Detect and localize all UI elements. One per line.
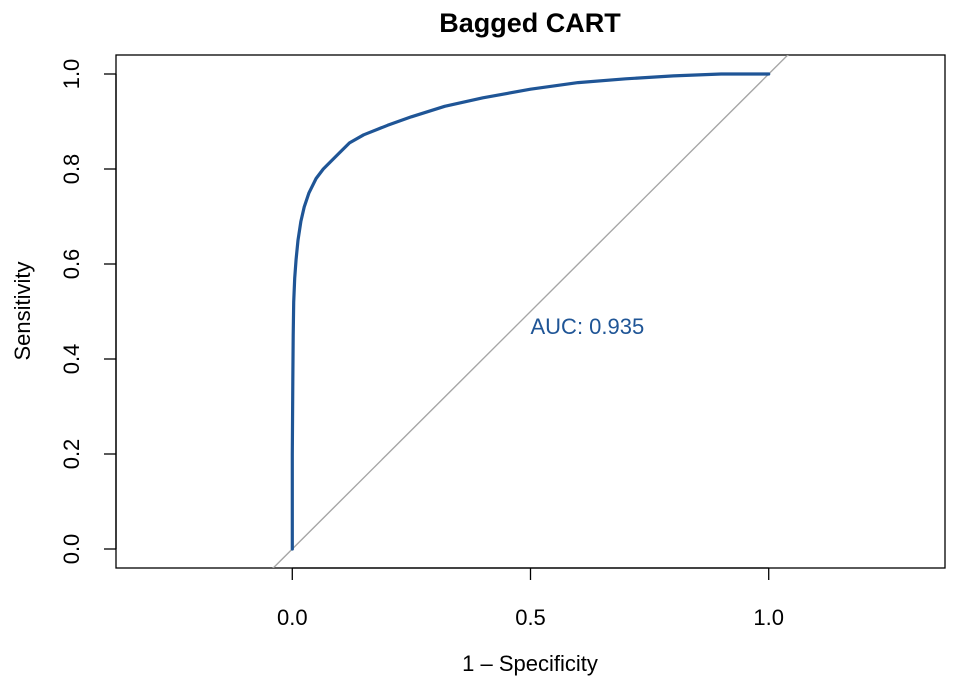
y-axis: 0.0 0.2 0.4 0.6 0.8 1.0 <box>59 59 117 565</box>
y-tick-label: 0.8 <box>59 154 84 185</box>
y-axis-label: Sensitivity <box>10 261 35 360</box>
y-tick-label: 0.0 <box>59 534 84 565</box>
auc-annotation: AUC: 0.935 <box>531 314 645 339</box>
reference-diagonal-line <box>272 55 789 568</box>
x-tick-label: 1.0 <box>753 605 784 630</box>
y-tick-label: 0.2 <box>59 439 84 470</box>
y-tick-label: 0.4 <box>59 344 84 375</box>
x-axis-label: 1 – Specificity <box>462 651 598 676</box>
series-line-roc <box>290 72 771 551</box>
x-axis: 0.0 0.5 1.0 <box>277 567 784 630</box>
y-tick-label: 1.0 <box>59 59 84 90</box>
x-tick-label: 0.0 <box>277 605 308 630</box>
x-tick-label: 0.5 <box>515 605 546 630</box>
y-tick-label: 0.6 <box>59 249 84 280</box>
chart-title: Bagged CART <box>439 8 621 38</box>
